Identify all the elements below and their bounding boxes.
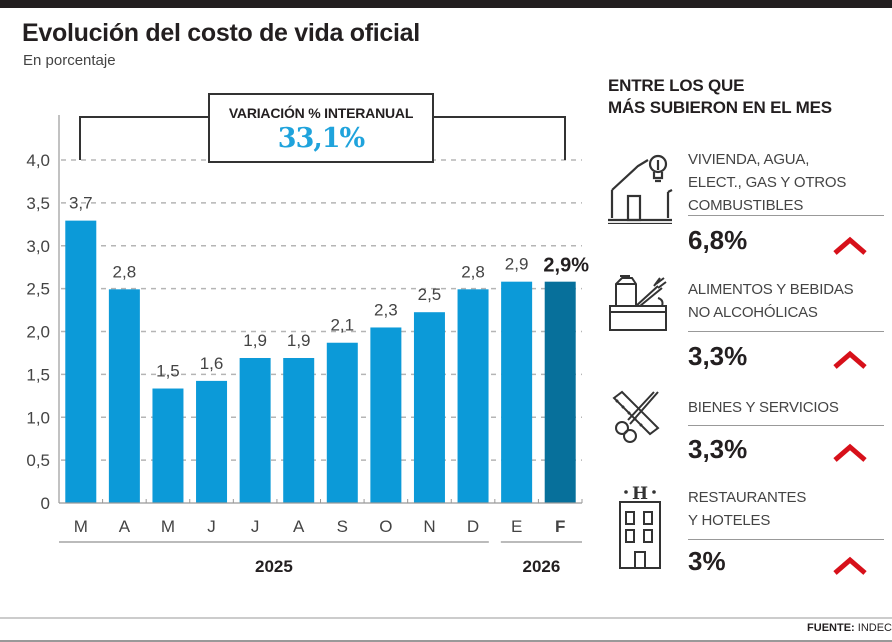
bar bbox=[108, 289, 140, 503]
bracket-line bbox=[79, 116, 566, 160]
y-tick-label: 0 bbox=[41, 494, 50, 513]
category-goods-services: BIENES Y SERVICIOS 3,3% bbox=[608, 390, 890, 476]
value-label: 2,8 bbox=[113, 262, 137, 281]
category-name: BIENES Y SERVICIOS bbox=[688, 399, 839, 416]
right-panel-title: ENTRE LOS QUE MÁS SUBIERON EN EL MES bbox=[608, 75, 832, 119]
right-panel-title-line2: MÁS SUBIERON EN EL MES bbox=[608, 98, 832, 117]
divider bbox=[688, 539, 884, 540]
divider bbox=[688, 331, 884, 332]
scissors-comb-icon bbox=[612, 390, 660, 443]
top-bar bbox=[0, 0, 892, 8]
value-label: 1,9 bbox=[243, 331, 267, 350]
source-label: FUENTE: bbox=[807, 622, 855, 634]
house-lightbulb-icon bbox=[608, 154, 673, 224]
value-label: 1,9 bbox=[287, 331, 311, 350]
x-tick-label: A bbox=[119, 517, 131, 536]
category-name: VIVIENDA, AGUA, ELECT., GAS Y OTROS COMB… bbox=[688, 151, 847, 214]
up-arrow-icon bbox=[833, 236, 867, 255]
y-tick-label: 1,0 bbox=[26, 408, 50, 427]
value-label: 1,5 bbox=[156, 362, 180, 381]
bar bbox=[326, 342, 358, 503]
chart-subtitle: En porcentaje bbox=[23, 52, 116, 69]
category-value: 3,3% bbox=[688, 341, 748, 371]
callout-label: VARIACIÓN % INTERANUAL bbox=[228, 105, 414, 121]
axes bbox=[58, 115, 583, 543]
x-tick-label: M bbox=[161, 517, 175, 536]
x-tick-label: E bbox=[511, 517, 522, 536]
callout-bracket bbox=[79, 116, 566, 160]
groceries-icon bbox=[609, 275, 667, 331]
category-name: RESTAURANTES Y HOTELES bbox=[688, 489, 807, 529]
up-arrow-icon bbox=[833, 556, 867, 575]
up-arrow-icon bbox=[833, 350, 867, 369]
y-tick-label: 3,0 bbox=[26, 237, 50, 256]
bar bbox=[544, 281, 576, 503]
category-housing: VIVIENDA, AGUA, ELECT., GAS Y OTROS COMB… bbox=[608, 148, 890, 258]
footer-bottom-line bbox=[0, 640, 892, 642]
bar bbox=[457, 289, 489, 503]
gridlines bbox=[61, 159, 582, 461]
bar bbox=[283, 357, 315, 503]
year-label: 2026 bbox=[523, 557, 561, 576]
bar-chart: 0 0,5 1,0 1,5 2,0 2,5 3,0 3,5 4,0 3,7 M 2,8 A 1,5 M 1,6… bbox=[26, 115, 589, 576]
bar bbox=[501, 281, 533, 503]
x-tick-label: O bbox=[379, 517, 392, 536]
x-tick-label: M bbox=[74, 517, 88, 536]
divider bbox=[688, 215, 884, 216]
y-tick-label: 1,5 bbox=[26, 365, 50, 384]
value-label: 2,3 bbox=[374, 300, 398, 319]
x-tick-label: S bbox=[337, 517, 348, 536]
source: FUENTE: INDEC bbox=[807, 622, 892, 634]
svg-text:H: H bbox=[632, 484, 648, 504]
value-label: 2,8 bbox=[461, 262, 485, 281]
y-tick-label: 3,5 bbox=[26, 194, 50, 213]
labels: 0 0,5 1,0 1,5 2,0 2,5 3,0 3,5 4,0 3,7 M 2,8 A 1,5 M 1,6… bbox=[26, 151, 589, 576]
category-value: 3,3% bbox=[688, 434, 748, 464]
footer-divider bbox=[0, 617, 892, 619]
hotel-icon: H bbox=[619, 484, 661, 569]
right-panel-title-line1: ENTRE LOS QUE bbox=[608, 76, 745, 95]
y-tick-label: 2,0 bbox=[26, 323, 50, 342]
source-value: INDEC bbox=[857, 622, 892, 634]
x-tick-label: A bbox=[293, 517, 305, 536]
bar bbox=[152, 388, 184, 503]
bar bbox=[239, 357, 271, 503]
interannual-callout: VARIACIÓN % INTERANUAL 33,1% bbox=[208, 93, 434, 163]
bar bbox=[370, 327, 402, 503]
x-tick-label: J bbox=[207, 517, 216, 536]
x-tick-label: F bbox=[555, 517, 565, 536]
y-tick-label: 0,5 bbox=[26, 451, 50, 470]
callout-value: 33,1% bbox=[277, 123, 365, 154]
value-label: 3,7 bbox=[69, 194, 93, 213]
divider bbox=[688, 425, 884, 426]
category-food: ALIMENTOS Y BEBIDAS NO ALCOHÓLICAS 3,3% bbox=[608, 275, 890, 378]
y-tick-label: 4,0 bbox=[26, 151, 50, 170]
chart-title: Evolución del costo de vida oficial bbox=[22, 19, 420, 47]
x-tick-label: D bbox=[467, 517, 479, 536]
x-tick-label: J bbox=[251, 517, 260, 536]
bar bbox=[413, 312, 445, 503]
value-label: 2,9% bbox=[543, 255, 589, 277]
value-label: 2,9 bbox=[505, 255, 529, 274]
category-name: ALIMENTOS Y BEBIDAS NO ALCOHÓLICAS bbox=[688, 281, 854, 321]
value-label: 2,5 bbox=[418, 285, 442, 304]
y-tick-label: 2,5 bbox=[26, 280, 50, 299]
year-label: 2025 bbox=[255, 557, 293, 576]
category-restaurants-hotels: H RESTAURANTES Y HOTELES 3% bbox=[608, 484, 890, 586]
value-label: 1,6 bbox=[200, 354, 224, 373]
category-value: 6,8% bbox=[688, 225, 748, 255]
up-arrow-icon bbox=[833, 443, 867, 462]
bar bbox=[196, 380, 228, 503]
bar bbox=[65, 220, 97, 503]
x-tick-label: N bbox=[423, 517, 435, 536]
value-label: 2,1 bbox=[330, 316, 354, 335]
bars bbox=[65, 220, 576, 503]
category-value: 3% bbox=[688, 546, 726, 576]
